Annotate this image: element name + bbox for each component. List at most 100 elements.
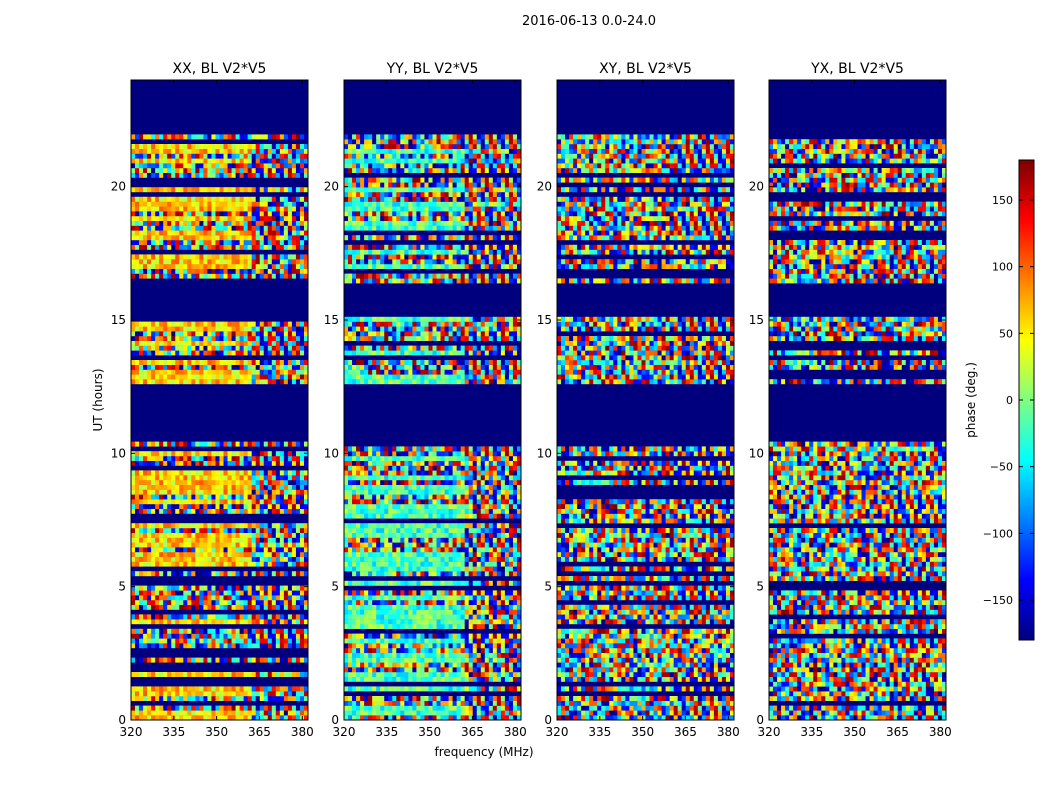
- heatmap-cell: [240, 269, 244, 274]
- heatmap-cell: [131, 552, 135, 557]
- heatmap-cell: [211, 600, 215, 605]
- heatmap-cell: [220, 504, 224, 509]
- heatmap-cell: [424, 701, 428, 706]
- heatmap-cell: [348, 638, 352, 643]
- heatmap-cell: [485, 547, 489, 552]
- heatmap-cell: [167, 538, 171, 543]
- heatmap-cell: [163, 614, 167, 619]
- heatmap-cell: [416, 710, 420, 715]
- heatmap-cell: [348, 547, 352, 552]
- heatmap-cell: [252, 533, 256, 538]
- heatmap-cell: [356, 562, 360, 567]
- heatmap-cell: [155, 163, 159, 168]
- heatmap-cell: [195, 634, 199, 639]
- heatmap-cell: [433, 605, 437, 610]
- heatmap-cell: [288, 638, 292, 643]
- heatmap-cell: [203, 211, 207, 216]
- heatmap-cell: [199, 658, 203, 663]
- heatmap-cell: [288, 365, 292, 370]
- heatmap-cell: [207, 547, 211, 552]
- heatmap-cell: [147, 629, 151, 634]
- heatmap-cell: [179, 706, 183, 711]
- heatmap-cell: [268, 542, 272, 547]
- heatmap-cell: [408, 706, 412, 711]
- heatmap-cell: [248, 365, 252, 370]
- heatmap-cell: [481, 701, 485, 706]
- heatmap-cell: [175, 379, 179, 384]
- heatmap-cell: [396, 595, 400, 600]
- heatmap-cell: [167, 523, 171, 528]
- heatmap-cell: [392, 653, 396, 658]
- heatmap-cell: [276, 542, 280, 547]
- heatmap-cell: [199, 350, 203, 355]
- heatmap-cell: [481, 590, 485, 595]
- heatmap-cell: [175, 494, 179, 499]
- heatmap-cell: [187, 490, 191, 495]
- heatmap-cell: [244, 173, 248, 178]
- heatmap-cell: [272, 499, 276, 504]
- heatmap-cell: [473, 710, 477, 715]
- heatmap-cell: [408, 686, 412, 691]
- heatmap-cell: [445, 552, 449, 557]
- heatmap-cell: [244, 336, 248, 341]
- heatmap-cell: [300, 605, 304, 610]
- heatmap-cell: [501, 662, 505, 667]
- heatmap-cell: [183, 547, 187, 552]
- heatmap-cell: [207, 528, 211, 533]
- heatmap-cell: [244, 379, 248, 384]
- heatmap-cell: [268, 451, 272, 456]
- heatmap-cell: [296, 259, 300, 264]
- heatmap-cell: [175, 346, 179, 351]
- heatmap-cell: [356, 643, 360, 648]
- heatmap-cell: [199, 509, 203, 514]
- heatmap-cell: [272, 240, 276, 245]
- heatmap-cell: [236, 629, 240, 634]
- heatmap-cell: [151, 523, 155, 528]
- heatmap-cell: [220, 494, 224, 499]
- heatmap-cell: [380, 552, 384, 557]
- heatmap-cell: [268, 600, 272, 605]
- heatmap-cell: [244, 691, 248, 696]
- heatmap-cell: [203, 619, 207, 624]
- heatmap-cell: [465, 634, 469, 639]
- heatmap-cell: [195, 206, 199, 211]
- heatmap-cell: [211, 470, 215, 475]
- heatmap-cell: [481, 557, 485, 562]
- heatmap-cell: [155, 245, 159, 250]
- heatmap-cell: [264, 586, 268, 591]
- heatmap-cell: [300, 365, 304, 370]
- heatmap-cell: [171, 221, 175, 226]
- heatmap-cell: [224, 523, 228, 528]
- heatmap-cell: [167, 595, 171, 600]
- heatmap-cell: [183, 672, 187, 677]
- heatmap-cell: [392, 643, 396, 648]
- heatmap-cell: [252, 485, 256, 490]
- heatmap-cell: [372, 658, 376, 663]
- heatmap-cell: [211, 552, 215, 557]
- heatmap-cell: [179, 221, 183, 226]
- heatmap-cell: [207, 643, 211, 648]
- heatmap-cell: [131, 197, 135, 202]
- heatmap-cell: [501, 638, 505, 643]
- heatmap-cell: [284, 533, 288, 538]
- heatmap-cell: [493, 610, 497, 615]
- heatmap-cell: [497, 662, 501, 667]
- heatmap-cell: [147, 197, 151, 202]
- heatmap-cell: [356, 677, 360, 682]
- heatmap-cell: [187, 331, 191, 336]
- heatmap-cell: [296, 322, 300, 327]
- heatmap-cell: [163, 557, 167, 562]
- heatmap-cell: [163, 442, 167, 447]
- heatmap-cell: [348, 595, 352, 600]
- heatmap-cell: [380, 715, 384, 720]
- heatmap-cell: [224, 163, 228, 168]
- heatmap-cell: [199, 461, 203, 466]
- heatmap-cell: [256, 158, 260, 163]
- heatmap-cell: [236, 619, 240, 624]
- heatmap-cell: [288, 586, 292, 591]
- heatmap-cell: [404, 562, 408, 567]
- heatmap-cell: [215, 154, 219, 159]
- heatmap-cell: [151, 269, 155, 274]
- heatmap-cell: [445, 643, 449, 648]
- heatmap-cell: [187, 322, 191, 327]
